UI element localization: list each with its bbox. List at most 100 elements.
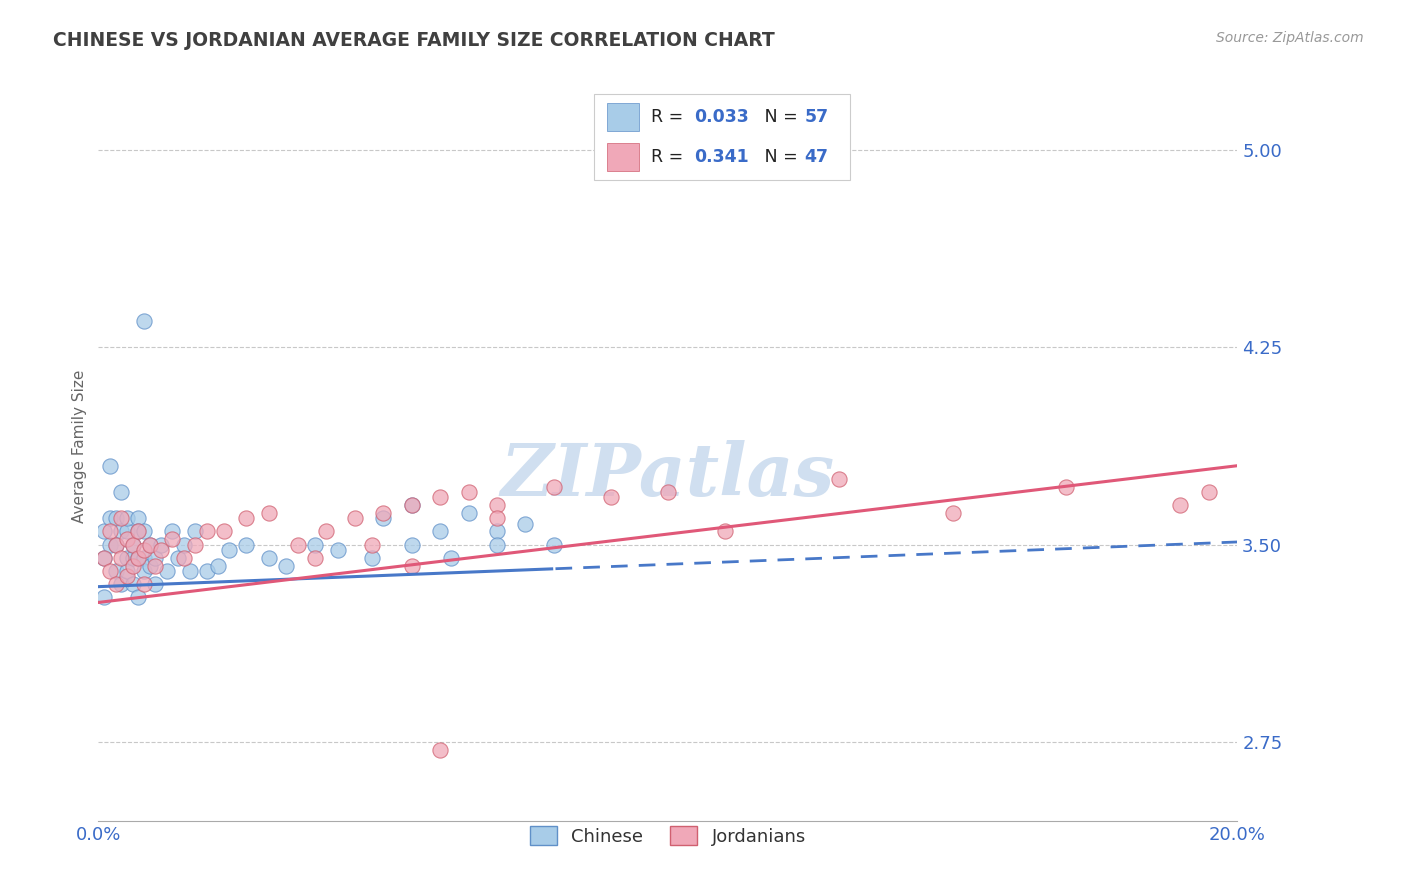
Point: [110, 524, 132, 539]
Point: [195, 524, 218, 539]
Text: 0.033: 0.033: [695, 108, 749, 126]
Point: [486, 498, 509, 512]
Point: [429, 490, 451, 504]
Bar: [607, 103, 640, 131]
Point: [104, 511, 127, 525]
Point: [156, 564, 179, 578]
Point: [93, 524, 115, 539]
Point: [304, 550, 326, 565]
Point: [167, 550, 190, 565]
Text: R =: R =: [651, 108, 689, 126]
Point: [457, 485, 479, 500]
Point: [162, 524, 184, 539]
Point: [110, 550, 132, 565]
Point: [127, 590, 149, 604]
Point: [98, 458, 121, 473]
Point: [600, 490, 623, 504]
Point: [276, 558, 298, 573]
Point: [138, 558, 160, 573]
Point: [132, 550, 155, 565]
Point: [132, 542, 155, 557]
Point: [127, 550, 149, 565]
Point: [93, 550, 115, 565]
Point: [110, 577, 132, 591]
Point: [150, 538, 173, 552]
Point: [457, 506, 479, 520]
Point: [259, 506, 281, 520]
Point: [138, 538, 160, 552]
Point: [132, 524, 155, 539]
Point: [401, 498, 423, 512]
Point: [828, 472, 851, 486]
Point: [115, 533, 138, 547]
Point: [145, 550, 167, 565]
Text: ZIPatlas: ZIPatlas: [501, 441, 835, 511]
Point: [98, 564, 121, 578]
Point: [304, 538, 326, 552]
Point: [145, 558, 167, 573]
Point: [1198, 485, 1220, 500]
Point: [515, 516, 537, 531]
Point: [132, 564, 155, 578]
Point: [104, 538, 127, 552]
Point: [373, 506, 395, 520]
Point: [98, 511, 121, 525]
Point: [401, 558, 423, 573]
Point: [942, 506, 965, 520]
Point: [1170, 498, 1192, 512]
Point: [104, 577, 127, 591]
Point: [543, 538, 565, 552]
Point: [132, 314, 155, 328]
Point: [173, 538, 195, 552]
Point: [150, 542, 173, 557]
Point: [162, 533, 184, 547]
Point: [486, 524, 509, 539]
Point: [98, 524, 121, 539]
Text: 47: 47: [804, 148, 828, 166]
Point: [179, 564, 201, 578]
Text: CHINESE VS JORDANIAN AVERAGE FAMILY SIZE CORRELATION CHART: CHINESE VS JORDANIAN AVERAGE FAMILY SIZE…: [53, 31, 775, 50]
Point: [121, 577, 143, 591]
Point: [127, 550, 149, 565]
Point: [235, 538, 257, 552]
Point: [714, 524, 737, 539]
Point: [1056, 480, 1078, 494]
Point: [127, 524, 149, 539]
Point: [218, 542, 240, 557]
Text: 0.341: 0.341: [695, 148, 749, 166]
Point: [104, 564, 127, 578]
Point: [326, 542, 349, 557]
Point: [173, 550, 195, 565]
Point: [373, 511, 395, 525]
Point: [110, 485, 132, 500]
Point: [115, 569, 138, 583]
Point: [138, 538, 160, 552]
Text: Source: ZipAtlas.com: Source: ZipAtlas.com: [1216, 31, 1364, 45]
Point: [259, 550, 281, 565]
Point: [195, 564, 218, 578]
Point: [429, 524, 451, 539]
Point: [121, 538, 143, 552]
Point: [486, 538, 509, 552]
Point: [121, 550, 143, 565]
Point: [360, 538, 382, 552]
FancyBboxPatch shape: [593, 94, 851, 180]
Text: 57: 57: [804, 108, 828, 126]
Point: [543, 480, 565, 494]
Point: [115, 564, 138, 578]
Point: [657, 485, 679, 500]
Point: [115, 550, 138, 565]
Point: [127, 511, 149, 525]
Point: [429, 742, 451, 756]
Point: [184, 524, 207, 539]
Point: [121, 538, 143, 552]
Point: [115, 511, 138, 525]
Y-axis label: Average Family Size: Average Family Size: [72, 369, 87, 523]
Point: [115, 524, 138, 539]
Point: [315, 524, 337, 539]
Point: [132, 577, 155, 591]
Text: N =: N =: [748, 148, 803, 166]
Point: [207, 558, 229, 573]
Point: [145, 577, 167, 591]
Point: [184, 538, 207, 552]
